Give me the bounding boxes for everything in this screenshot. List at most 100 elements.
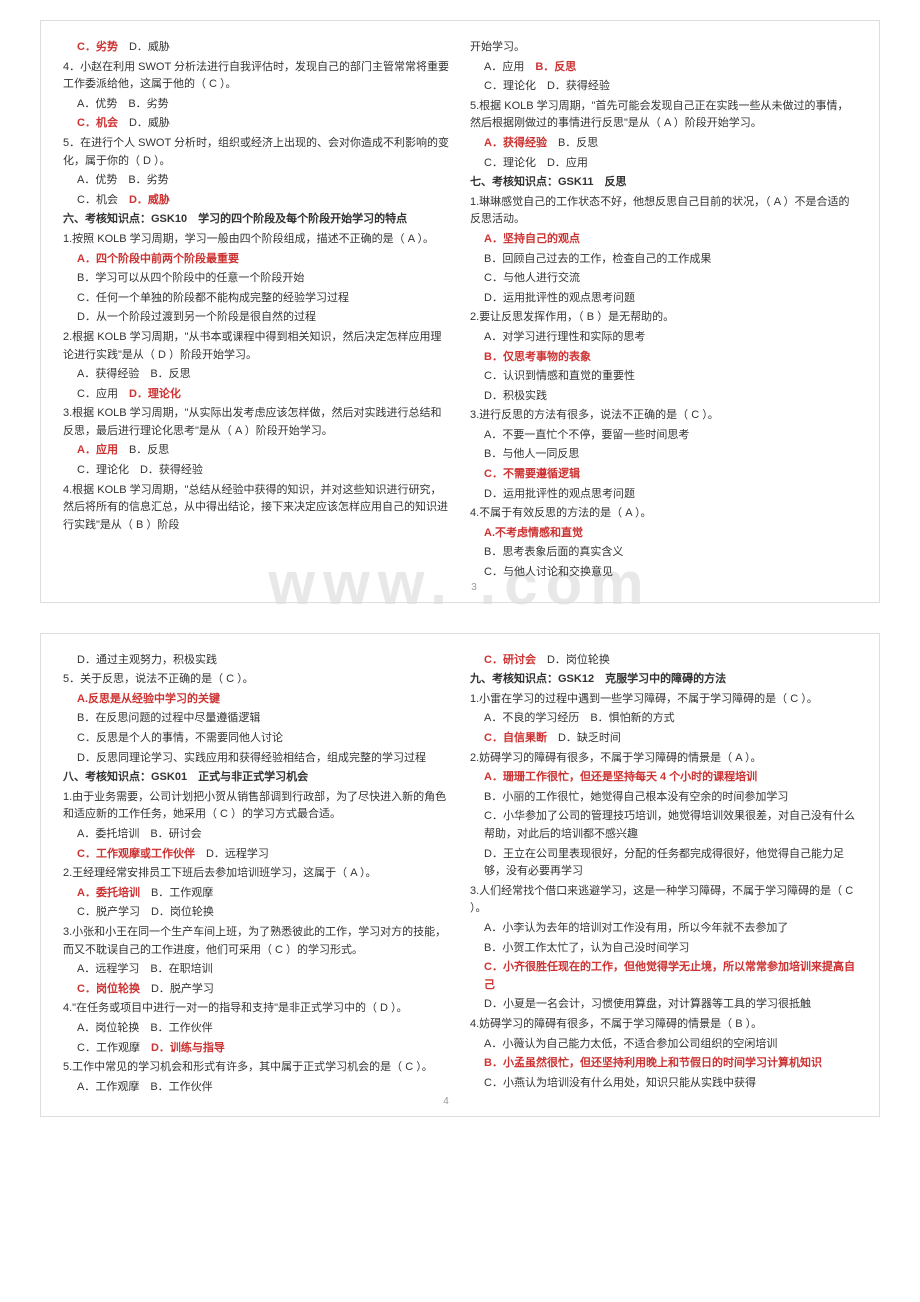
page-number-3: 3 [471,580,477,596]
text-line: 5.工作中常见的学习机会和形式有许多，其中属于正式学习机会的是（ C ）。 [63,1059,450,1077]
answer-highlight: D．理论化 [129,388,181,400]
text-line: 3.小张和小王在同一个生产车间上班，为了熟悉彼此的工作，学习对方的技能，而又不耽… [63,924,450,959]
text-line: A．应用 B．反思 [470,59,857,77]
text-line: D．运用批评性的观点思考问题 [470,290,857,308]
text-line: B．回顾自己过去的工作，检查自己的工作成果 [470,251,857,269]
text-line: 七、考核知识点：GSK11 反思 [470,174,857,192]
text-line: 5．关于反思，说法不正确的是（ C ）。 [63,671,450,689]
text-line: 八、考核知识点：GSK01 正式与非正式学习机会 [63,769,450,787]
page-1: C．劣势 D．威胁 4．小赵在利用 SWOT 分析法进行自我评估时，发现自己的部门… [40,20,880,603]
text-line: A．岗位轮换 B．工作伙伴 [63,1020,450,1038]
text-line: D．积极实践 [470,388,857,406]
page2-left-column: D．通过主观努力，积极实践5．关于反思，说法不正确的是（ C ）。A.反思是从经… [63,652,450,1099]
text-line: C．与他人进行交流 [470,270,857,288]
text-line: A．不良的学习经历 B．惧怕新的方式 [470,710,857,728]
text-line: D．王立在公司里表现很好，分配的任务都完成得很好，他觉得自己能力足够，没有必要再… [470,846,857,881]
text-line: A．获得经验 B．反思 [470,135,857,153]
text-line: D．运用批评性的观点思考问题 [470,486,857,504]
answer-highlight: A．获得经验 [484,137,547,149]
text-line: C．应用 D．理论化 [63,386,450,404]
text-line: 六、考核知识点：GSK10 学习的四个阶段及每个阶段开始学习的特点 [63,211,450,229]
option-text: D．缺乏时间 [547,732,621,744]
page2-right-column: C．研讨会 D．岗位轮换九、考核知识点：GSK12 克服学习中的障碍的方法1.小… [470,652,857,1099]
option-text: D．远程学习 [195,848,269,860]
text-line: D．反思同理论学习、实践应用和获得经验相结合，组成完整的学习过程 [63,750,450,768]
page1-left-column: C．劣势 D．威胁 4．小赵在利用 SWOT 分析法进行自我评估时，发现自己的部门… [63,39,450,584]
answer-highlight: B．反思 [535,61,576,73]
answer-highlight: D．威胁 [129,194,170,206]
text-line: A．优势 B．劣势 [63,96,450,114]
text-line: A．应用 B．反思 [63,442,450,460]
text-line: 5．在进行个人 SWOT 分析时，组织或经济上出现的、会对你造成不利影响的变化，… [63,135,450,170]
option-text: D．脱产学习 [140,983,214,995]
option-text: D．岗位轮换 [536,654,610,666]
text-line: 4.不属于有效反思的方法的是（ A ）。 [470,505,857,523]
text-line: C．理论化 D．获得经验 [63,462,450,480]
answer-highlight: A．委托培训 [77,887,140,899]
answer-highlight: C．工作观摩或工作伙伴 [77,848,195,860]
answer-highlight: D．训练与指导 [151,1042,225,1054]
text-line: A．坚持自己的观点 [470,231,857,249]
text-line: C．反思是个人的事情，不需要同他人讨论 [63,730,450,748]
page-2: D．通过主观努力，积极实践5．关于反思，说法不正确的是（ C ）。A.反思是从经… [40,633,880,1118]
text-line: C．小燕认为培训没有什么用处，知识只能从实践中获得 [470,1075,857,1093]
answer-highlight: C．研讨会 [484,654,536,666]
text-line: B．学习可以从四个阶段中的任意一个阶段开始 [63,270,450,288]
text-line: C．机会 D．威胁 [63,192,450,210]
text-line: A．委托培训 B．研讨会 [63,826,450,844]
text-line: B．仅思考事物的表象 [470,349,857,367]
option-text: B．反思 [118,444,169,456]
text-line: C．自信果断 D．缺乏时间 [470,730,857,748]
text-line: 4．小赵在利用 SWOT 分析法进行自我评估时，发现自己的部门主管常常将重要工作… [63,59,450,94]
text-line: 2.根据 KOLB 学习周期，"从书本或课程中得到相关知识，然后决定怎样应用理论… [63,329,450,364]
text-line: A．优势 B．劣势 [63,172,450,190]
text-line: C．劣势 D．威胁 [63,39,450,57]
text-line: 2.要让反思发挥作用，（ B ）是无帮助的。 [470,309,857,327]
text-line: A．对学习进行理性和实际的思考 [470,329,857,347]
text-line: B．思考表象后面的真实含义 [470,544,857,562]
option-text: D．威胁 [118,41,170,53]
text-line: C．理论化 D．获得经验 [470,78,857,96]
text-line: A．珊珊工作很忙，但还是坚持每天 4 个小时的课程培训 [470,769,857,787]
text-line: C．工作观摩或工作伙伴 D．远程学习 [63,846,450,864]
text-line: 2.王经理经常安排员工下班后去参加培训班学习，这属于（ A ）。 [63,865,450,883]
answer-highlight: C．自信果断 [484,732,547,744]
text-line: A．小李认为去年的培训对工作没有用，所以今年就不去参加了 [470,920,857,938]
answer-highlight: A．应用 [77,444,118,456]
text-line: C．研讨会 D．岗位轮换 [470,652,857,670]
text-line: B．小孟虽然很忙，但还坚持利用晚上和节假日的时间学习计算机知识 [470,1055,857,1073]
text-line: 2.妨碍学习的障碍有很多，不属于学习障碍的情景是（ A ）。 [470,750,857,768]
text-line: A．委托培训 B．工作观摩 [63,885,450,903]
text-line: 开始学习。 [470,39,857,57]
text-line: 1.按照 KOLB 学习周期，学习一般由四个阶段组成，描述不正确的是（ A ）。 [63,231,450,249]
text-line: C．脱产学习 D．岗位轮换 [63,904,450,922]
text-line: A.不考虑情感和直觉 [470,525,857,543]
answer-highlight: C．岗位轮换 [77,983,140,995]
text-line: 3.人们经常找个借口来逃避学习，这是一种学习障碍，不属于学习障碍的是（ C ）。 [470,883,857,918]
text-line: A．不要一直忙个不停，要留一些时间思考 [470,427,857,445]
text-line: B．小贺工作太忙了，认为自己没时间学习 [470,940,857,958]
text-line: B．小丽的工作很忙，她觉得自己根本没有空余的时间参加学习 [470,789,857,807]
text-line: 4.根据 KOLB 学习周期，"总结从经验中获得的知识，并对这些知识进行研究，然… [63,482,450,535]
text-line: 1.琳琳感觉自己的工作状态不好，他想反思自己目前的状况，（ A ）不是合适的反思… [470,194,857,229]
text-line: D．小夏是一名会计，习惯使用算盘，对计算器等工具的学习很抵触 [470,996,857,1014]
text-line: C．不需要遵循逻辑 [470,466,857,484]
text-line: 九、考核知识点：GSK12 克服学习中的障碍的方法 [470,671,857,689]
text-line: 1.小雷在学习的过程中遇到一些学习障碍，不属于学习障碍的是（ C ）。 [470,691,857,709]
text-line: C．机会 D．威胁 [63,115,450,133]
text-line: C．认识到情感和直觉的重要性 [470,368,857,386]
answer-highlight: C．机会 [77,117,118,129]
answer-highlight: C．劣势 [77,41,118,53]
text-line: C．任何一个单独的阶段都不能构成完整的经验学习过程 [63,290,450,308]
text-line: C．岗位轮换 D．脱产学习 [63,981,450,999]
option-text: B．反思 [547,137,598,149]
text-line: C．小华参加了公司的管理技巧培训，她觉得培训效果很差，对自己没有什么帮助，对此后… [470,808,857,843]
text-line: D．从一个阶段过渡到另一个阶段是很自然的过程 [63,309,450,327]
text-line: C．小齐很胜任现在的工作，但他觉得学无止境，所以常常参加培训来提高自己 [470,959,857,994]
option-text: D．威胁 [118,117,170,129]
text-line: A．工作观摩 B．工作伙伴 [63,1079,450,1097]
text-line: B．在反思问题的过程中尽量遵循逻辑 [63,710,450,728]
text-line: C．工作观摩 D．训练与指导 [63,1040,450,1058]
text-line: B．与他人一同反思 [470,446,857,464]
text-line: 1.由于业务需要，公司计划把小贺从销售部调到行政部，为了尽快进入新的角色和适应新… [63,789,450,824]
